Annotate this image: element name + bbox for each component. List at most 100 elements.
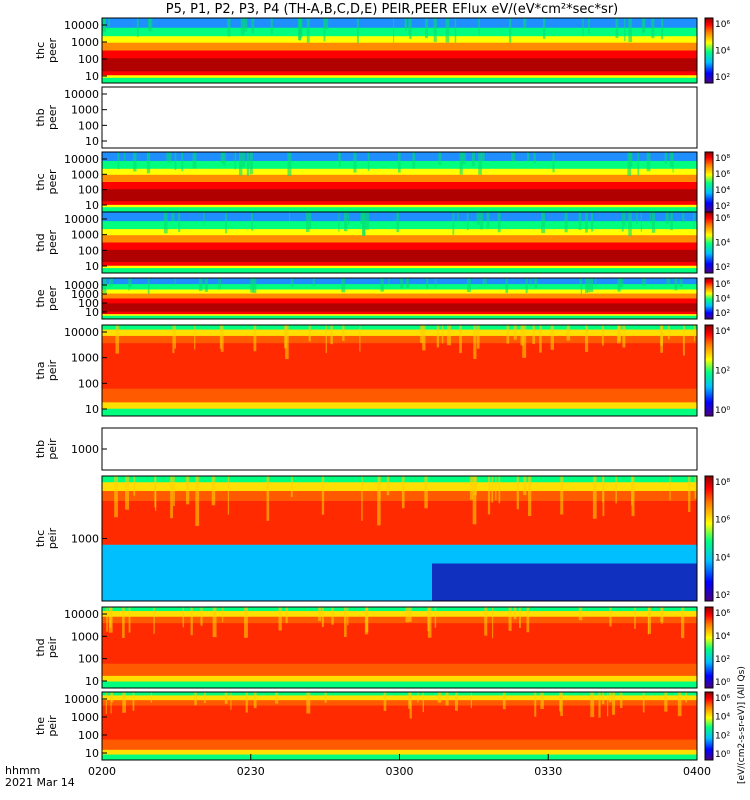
spectrogram-streak [325, 325, 327, 354]
spectrogram-streak [672, 152, 674, 173]
spectrogram-streak [174, 278, 176, 285]
spectrogram-streak [595, 278, 597, 287]
spectrogram-streak [609, 692, 612, 703]
spectrogram-streak [511, 152, 515, 162]
spectrogram-streak [222, 607, 224, 623]
spectrogram-streak [602, 476, 605, 516]
spectrogram-streak [344, 212, 348, 232]
spectrogram-streak [508, 607, 512, 631]
colorbar-tick-label: 10⁶ [715, 170, 730, 180]
spectrogram-streak [109, 607, 112, 628]
y-tick-label: 1000 [71, 229, 99, 242]
spectrogram-streak [491, 476, 494, 503]
spectrogram-streak [664, 692, 668, 712]
spectrogram-streak [170, 476, 173, 519]
spectrogram-streak [664, 152, 668, 164]
y-tick-label: 10 [85, 199, 99, 212]
spectrogram-streak [585, 278, 588, 293]
spectrogram-streak [459, 152, 463, 175]
spectrogram-streak [388, 278, 390, 285]
spectrogram-streak [478, 152, 482, 175]
spectrogram-streak [424, 18, 429, 39]
spectrogram-streak [628, 18, 632, 43]
spectrogram-streak [291, 278, 294, 288]
spectrogram-streak [634, 607, 636, 629]
spectrogram-streak [266, 476, 270, 521]
spectrogram-band [102, 189, 697, 202]
colorbar-tick-label: 10⁴ [715, 186, 730, 196]
spectrogram-streak [660, 607, 664, 623]
spectrogram-band [432, 563, 697, 601]
colorbar-tick-label: 10⁴ [715, 713, 730, 723]
panel-8: 10000 1000 100 10 thd peir 10⁶ 10⁴ 10² 10⁰ [34, 606, 730, 689]
spectrogram-streak [342, 325, 345, 341]
y-tick-label: 10000 [64, 608, 99, 621]
spectrogram-streak [204, 692, 206, 704]
y-axis-label: peir [46, 636, 59, 658]
spectrogram-streak [397, 152, 401, 173]
spectrogram-streak [230, 692, 232, 710]
spectrogram-streak [408, 18, 410, 35]
spectrogram-streak [218, 278, 220, 291]
colorbar-tick-label: 10² [715, 591, 730, 601]
spectrogram-streak [324, 692, 327, 703]
spectrogram-band [102, 705, 697, 740]
spectrogram-streak [219, 325, 222, 349]
spectrogram-streak [422, 325, 426, 351]
spectrogram-streak [404, 18, 408, 31]
spectrogram-streak [498, 476, 501, 504]
spectrogram-streak [234, 152, 237, 170]
spectrogram-streak [619, 278, 624, 287]
panel-6: 1000 thb peir [34, 427, 698, 471]
panel-frame [101, 427, 698, 471]
colorbar [704, 606, 714, 689]
spectrogram-streak [227, 476, 230, 515]
spectrogram-streak [473, 476, 477, 496]
y-axis-label: peer [46, 38, 59, 64]
spectrogram-streak [163, 212, 168, 234]
spectrogram-streak [110, 692, 114, 703]
spectrogram-streak [591, 212, 594, 232]
spectrogram-streak [243, 18, 248, 32]
colorbar-tick-label: 10⁴ [715, 553, 730, 563]
x-footer-label: hhmm [5, 764, 40, 777]
spectrogram-streak [400, 278, 404, 289]
spectrogram-streak [642, 692, 645, 713]
colorbar [704, 211, 714, 274]
colorbar-tick-label: 10⁴ [715, 239, 730, 249]
spectrogram-streak [312, 278, 315, 287]
colorbar-tick-label: 10² [715, 73, 730, 83]
spectrogram-streak [482, 278, 485, 285]
y-axis-label: peir [46, 715, 59, 737]
spectrogram-streak [628, 212, 632, 237]
spectrogram-streak [251, 212, 253, 231]
spectrogram-streak [484, 278, 487, 285]
spectrogram-streak [534, 692, 537, 717]
spectrogram-streak [133, 152, 137, 172]
colorbar-tick-label: 10⁶ [715, 516, 730, 526]
spectrogram-streak [441, 325, 444, 344]
spectrogram-streak [685, 692, 688, 703]
colorbar [704, 475, 714, 602]
spectrogram-streak [420, 325, 424, 343]
colorbar-tick-label: 10² [715, 367, 730, 377]
spectrogram-streak [128, 607, 131, 633]
spectrogram-streak [110, 692, 112, 714]
spectrogram-streak [669, 476, 671, 501]
spectrogram-streak [309, 212, 312, 229]
x-tick-label: 0200 [88, 765, 116, 778]
spectrogram-streak [192, 152, 197, 169]
spectrogram-streak [478, 18, 480, 36]
spectrogram-streak [622, 325, 626, 348]
y-tick-label: 10000 [64, 153, 99, 166]
spectrogram-streak [612, 692, 616, 715]
y-tick-label: 10000 [64, 19, 99, 32]
spectrogram-streak [405, 607, 410, 623]
spectrogram-streak [523, 18, 527, 29]
spectrogram-streak [601, 325, 604, 346]
x-axis: 0200 0230 0300 0330 0400 [88, 754, 711, 778]
spectrogram-streak [166, 152, 168, 162]
spectrogram-streak [102, 278, 107, 294]
spectrogram-streak [466, 212, 469, 231]
spectrogram-streak [360, 212, 363, 225]
